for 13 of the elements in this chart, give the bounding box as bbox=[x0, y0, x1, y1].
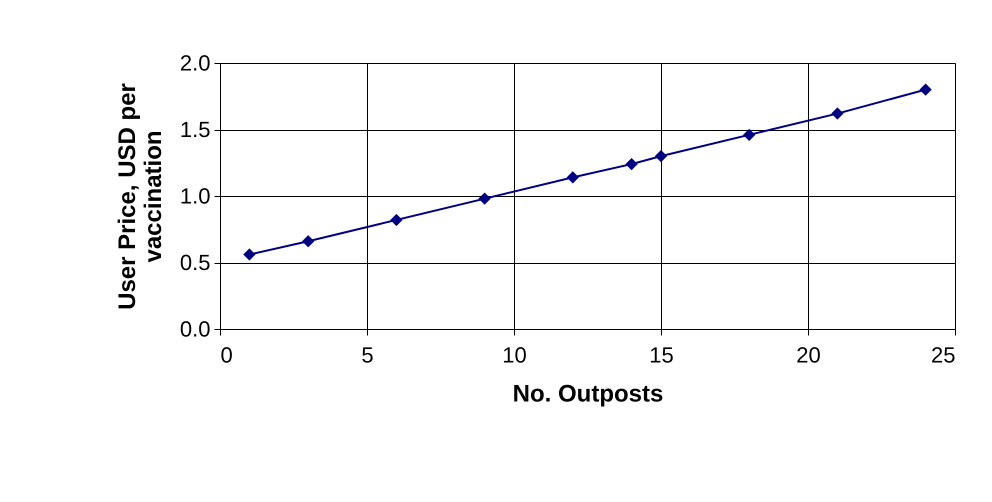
x-tick-label: 5 bbox=[361, 342, 374, 368]
y-tick-label: 1.0 bbox=[180, 184, 210, 208]
x-tick-label: 15 bbox=[649, 342, 674, 368]
x-tick-label: 25 bbox=[931, 342, 956, 368]
y-tick-label: 0.0 bbox=[180, 316, 210, 342]
x-tick-label: 10 bbox=[502, 342, 527, 368]
y-tick-label: 2.0 bbox=[180, 50, 210, 76]
x-axis-title: No. Outposts bbox=[512, 380, 664, 408]
x-tick-label: 20 bbox=[796, 342, 821, 368]
x-tick-label: 0 bbox=[220, 342, 233, 368]
y-axis-title: User Price, USD per vaccination bbox=[114, 83, 167, 310]
y-tick-label: 0.5 bbox=[180, 250, 210, 275]
y-tick-label: 1.5 bbox=[180, 117, 210, 142]
